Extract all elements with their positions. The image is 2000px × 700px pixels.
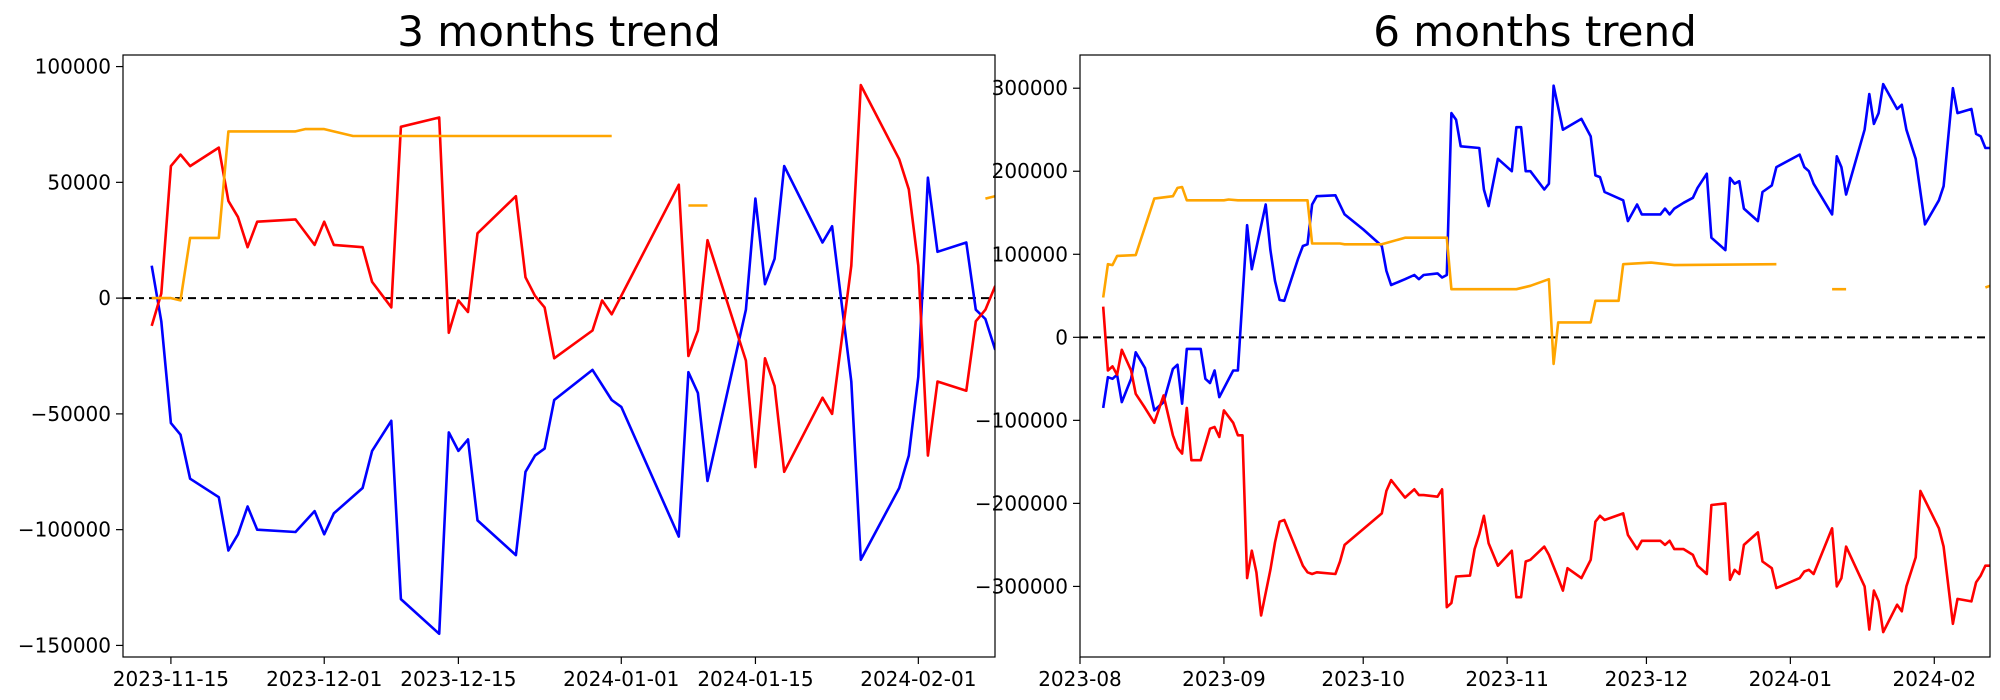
series-line-ffa500-segment-2 [985,194,995,200]
chart-title: 3 months trend [397,7,721,56]
y-tick-label: 0 [98,286,111,310]
y-tick-label: −100000 [18,518,111,542]
y-tick-label: −100000 [975,408,1068,432]
plot-area [1080,82,1990,634]
y-tick-label: 50000 [47,170,111,194]
x-tick-label: 2023-10 [1321,667,1405,691]
series-line-ff0000-segment-0 [1101,306,1990,634]
y-tick-label: 100000 [992,242,1068,266]
y-tick-label: 100000 [35,55,111,79]
series-line-ff0000-segment-0 [150,83,995,474]
x-tick-label: 2024-02-01 [860,667,976,691]
x-tick-label: 2024-01 [1749,667,1833,691]
y-tick-label: 0 [1055,325,1068,349]
x-tick-label: 2024-02 [1892,667,1976,691]
x-tick-label: 2023-09 [1182,667,1266,691]
y-tick-label: −200000 [975,491,1068,515]
x-tick-label: 2024-01-01 [563,667,679,691]
chart-6-months-trend: 6 months trend 2023-08 2023-09 2023-10 2023-… [975,7,1991,691]
chart-title: 6 months trend [1373,7,1697,56]
x-tick-label: 2024-01-15 [697,667,813,691]
series-line-0000ff-segment-0 [150,164,995,636]
x-tick-label: 2023-11-15 [113,667,229,691]
plot-frame [122,54,996,658]
series-line-ffa500-segment-2 [1984,284,1990,289]
x-tick-label: 2023-08 [1038,667,1122,691]
y-tick-label: −300000 [975,574,1068,598]
x-tick-label: 2023-12-15 [400,667,516,691]
x-tick-label: 2023-11 [1465,667,1549,691]
plot-area [123,83,995,636]
y-tick-label: 300000 [992,76,1068,100]
x-tick-label: 2023-12 [1605,667,1689,691]
x-tick-label: 2023-12-01 [266,667,382,691]
chart-3-months-trend: 3 months trend 2023-11-15 2023-12-01 2023-1… [18,7,996,691]
series-line-ffa500-segment-0 [151,127,612,302]
y-tick-label: 200000 [992,159,1068,183]
y-tick-label: −50000 [31,402,111,426]
series-line-ffa500-segment-0 [1101,185,1777,366]
series-line-0000ff-segment-0 [1101,82,1990,412]
plot-frame [1079,54,1991,658]
y-tick-label: −150000 [18,633,111,657]
